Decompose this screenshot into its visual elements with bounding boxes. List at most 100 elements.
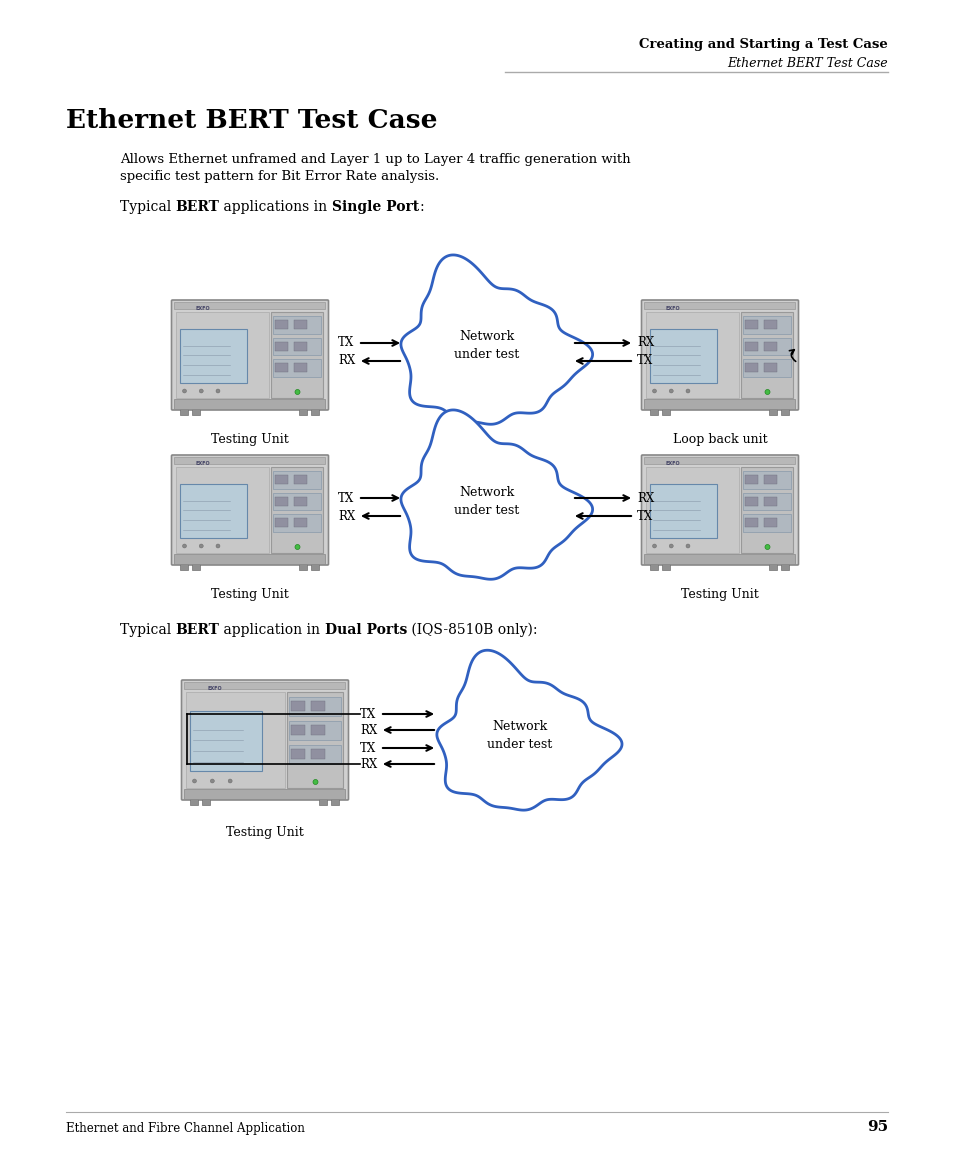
FancyBboxPatch shape [275,320,288,329]
Circle shape [652,544,656,548]
FancyBboxPatch shape [180,564,189,570]
Text: Testing Unit: Testing Unit [211,433,289,446]
FancyBboxPatch shape [742,471,791,488]
Text: Allows Ethernet unframed and Layer 1 up to Layer 4 traffic generation with: Allows Ethernet unframed and Layer 1 up … [120,153,630,166]
FancyBboxPatch shape [769,409,777,415]
Text: RX: RX [337,355,355,367]
Text: RX: RX [337,510,355,523]
FancyBboxPatch shape [275,363,288,372]
FancyBboxPatch shape [272,467,323,553]
FancyBboxPatch shape [274,515,321,532]
Circle shape [294,389,299,394]
Circle shape [669,389,673,393]
Text: specific test pattern for Bit Error Rate analysis.: specific test pattern for Bit Error Rate… [120,170,438,183]
Text: application in: application in [219,624,325,637]
Text: RX: RX [359,758,376,771]
Text: EXFO: EXFO [207,686,222,691]
FancyBboxPatch shape [640,455,798,564]
FancyBboxPatch shape [294,342,306,351]
FancyBboxPatch shape [644,302,795,309]
Text: RX: RX [637,336,654,350]
Polygon shape [400,410,592,580]
Text: TX: TX [359,707,375,721]
Circle shape [199,389,203,393]
FancyBboxPatch shape [742,316,791,334]
Text: RX: RX [637,491,654,504]
FancyBboxPatch shape [646,312,739,398]
FancyBboxPatch shape [311,701,325,712]
Text: :: : [418,201,423,214]
FancyBboxPatch shape [661,409,670,415]
FancyBboxPatch shape [781,409,789,415]
Circle shape [182,389,186,393]
FancyBboxPatch shape [181,680,348,800]
FancyBboxPatch shape [174,457,325,464]
FancyBboxPatch shape [742,515,791,532]
FancyBboxPatch shape [176,467,269,553]
Text: Single Port: Single Port [332,201,418,214]
FancyBboxPatch shape [763,363,776,372]
Text: Loop back unit: Loop back unit [672,433,766,446]
FancyBboxPatch shape [180,409,189,415]
Polygon shape [400,255,592,424]
Text: Ethernet BERT Test Case: Ethernet BERT Test Case [726,57,887,70]
Circle shape [652,389,656,393]
FancyBboxPatch shape [299,409,307,415]
FancyBboxPatch shape [744,518,758,527]
FancyBboxPatch shape [644,554,795,564]
FancyBboxPatch shape [650,564,658,570]
FancyBboxPatch shape [763,320,776,329]
FancyBboxPatch shape [781,564,789,570]
Text: Network
under test: Network under test [454,486,519,517]
Text: TX: TX [637,355,653,367]
FancyBboxPatch shape [740,312,793,398]
FancyBboxPatch shape [180,329,247,382]
Text: Testing Unit: Testing Unit [211,588,289,602]
Circle shape [764,545,769,549]
Text: Testing Unit: Testing Unit [226,826,304,839]
Text: 95: 95 [866,1120,887,1134]
FancyBboxPatch shape [176,312,269,398]
FancyBboxPatch shape [299,564,307,570]
FancyBboxPatch shape [287,692,343,788]
FancyBboxPatch shape [274,471,321,488]
FancyBboxPatch shape [644,399,795,409]
Text: Testing Unit: Testing Unit [680,588,758,602]
FancyBboxPatch shape [186,692,285,788]
FancyBboxPatch shape [174,399,325,409]
FancyBboxPatch shape [275,518,288,527]
FancyBboxPatch shape [319,799,327,806]
FancyBboxPatch shape [274,493,321,510]
Text: BERT: BERT [175,201,219,214]
FancyBboxPatch shape [274,359,321,377]
Circle shape [669,544,673,548]
FancyBboxPatch shape [294,497,306,506]
Circle shape [193,779,196,783]
FancyBboxPatch shape [763,475,776,484]
FancyBboxPatch shape [292,701,305,712]
FancyBboxPatch shape [740,467,793,553]
FancyBboxPatch shape [289,721,341,739]
Text: TX: TX [637,510,653,523]
FancyBboxPatch shape [311,749,325,759]
FancyBboxPatch shape [184,789,345,799]
FancyBboxPatch shape [744,342,758,351]
FancyBboxPatch shape [193,409,200,415]
FancyBboxPatch shape [191,799,198,806]
Circle shape [228,779,232,783]
FancyBboxPatch shape [294,320,306,329]
FancyBboxPatch shape [174,302,325,309]
FancyBboxPatch shape [312,564,319,570]
Text: (IQS-8510B only):: (IQS-8510B only): [407,624,537,637]
Text: EXFO: EXFO [195,461,211,466]
FancyBboxPatch shape [646,467,739,553]
Circle shape [215,544,220,548]
FancyBboxPatch shape [202,799,211,806]
FancyBboxPatch shape [193,564,200,570]
Text: Typical: Typical [120,201,175,214]
FancyBboxPatch shape [744,320,758,329]
FancyBboxPatch shape [769,564,777,570]
FancyBboxPatch shape [275,342,288,351]
Circle shape [215,389,220,393]
Text: Typical: Typical [120,624,175,637]
